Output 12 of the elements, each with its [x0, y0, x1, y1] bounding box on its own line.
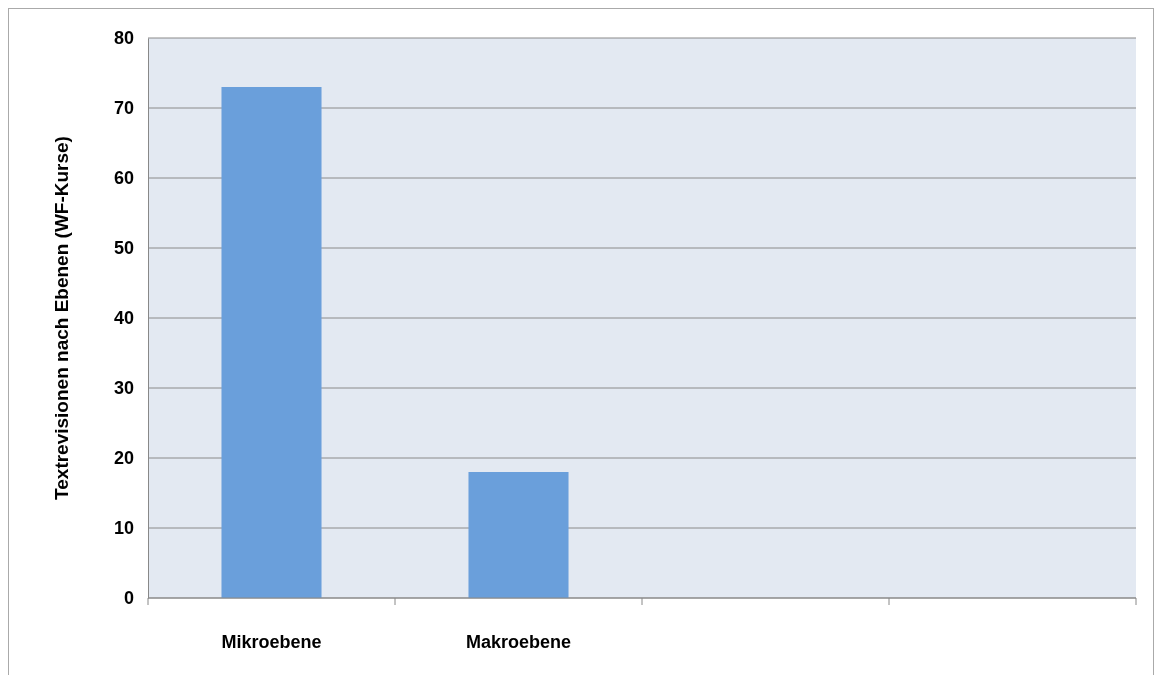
y-tick-label: 10: [113, 518, 134, 539]
x-tick-label: Mikroebene: [221, 632, 322, 652]
y-tick-label: 50: [113, 238, 134, 259]
x-tick-label: Makroebene: [465, 632, 572, 652]
y-tick-label: 0: [123, 588, 134, 609]
y-tick-label: 60: [113, 168, 134, 189]
y-axis-title: Textrevisionen nach Ebenen (WF-Kurse): [51, 136, 72, 500]
y-tick-label: 30: [113, 378, 134, 399]
y-tick-label: 40: [113, 308, 134, 329]
y-tick-label: 20: [113, 448, 134, 469]
y-tick-label: 80: [113, 28, 134, 49]
y-tick-label: 70: [113, 98, 134, 119]
